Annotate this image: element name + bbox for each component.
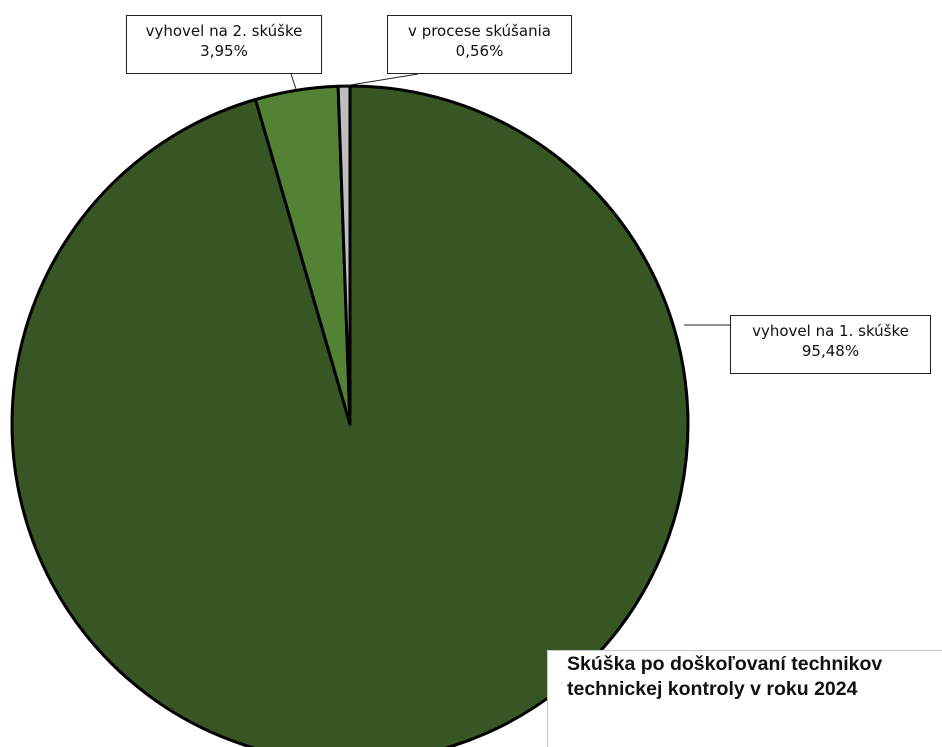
leader-line-slice-3: [343, 73, 419, 87]
pie-slice-3: [336, 84, 352, 426]
pie-slices: [10, 84, 690, 747]
chart-title-box: Skúška po doškoľovaní technikov technick…: [547, 650, 942, 747]
data-label-slice-1: vyhovel na 1. skúške 95,48%: [730, 315, 931, 374]
data-label-slice-3: v procese skúšania 0,56%: [387, 15, 572, 74]
leader-line-slice-2: [290, 73, 297, 91]
slice-2-value: 3,95%: [200, 42, 248, 60]
slice-1-label: vyhovel na 1. skúške: [752, 322, 909, 340]
slice-3-value: 0,56%: [455, 42, 504, 60]
chart-title: Skúška po doškoľovaní technikov technick…: [567, 653, 883, 700]
slice-2-label: vyhovel na 2. skúške: [145, 22, 303, 40]
data-label-slice-2: vyhovel na 2. skúške 3,95%: [126, 15, 322, 74]
slice-1-value: 95,48%: [801, 342, 860, 360]
slice-3-label: v procese skúšania: [408, 22, 551, 40]
leader-lines: [290, 73, 730, 326]
